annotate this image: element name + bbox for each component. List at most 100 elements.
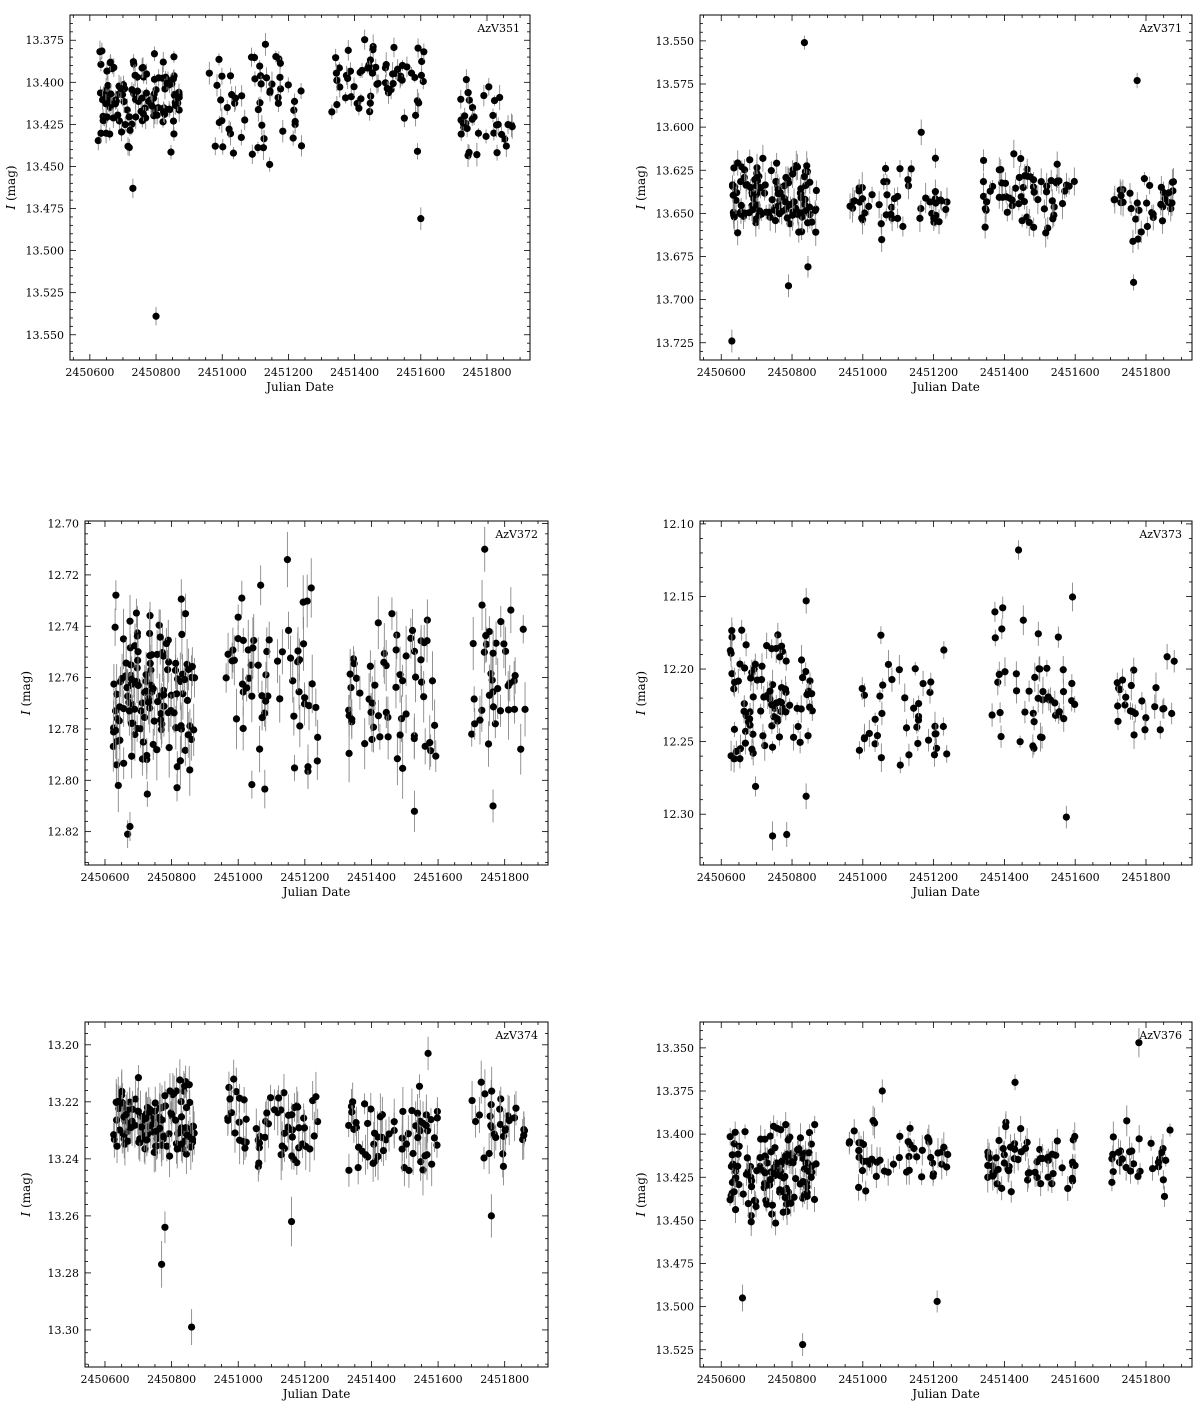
y-tick-label: 12.30: [663, 808, 695, 821]
data-point: [366, 108, 374, 116]
data-point: [730, 164, 738, 172]
data-point: [123, 683, 131, 692]
y-tick-label: 13.28: [48, 1267, 80, 1280]
data-point: [807, 1173, 815, 1181]
data-point: [496, 1105, 504, 1113]
data-point: [877, 754, 885, 762]
data-point: [399, 677, 407, 685]
data-point: [995, 670, 1003, 679]
data-point: [288, 1152, 296, 1160]
data-point: [411, 673, 420, 681]
data-point: [488, 1087, 496, 1095]
x-tick-label: 2450600: [697, 1373, 746, 1386]
data-point: [279, 127, 287, 135]
data-point: [276, 695, 284, 703]
data-point: [410, 734, 418, 743]
data-point: [789, 733, 798, 741]
data-point: [493, 149, 501, 157]
data-point: [741, 209, 749, 217]
data-point: [471, 720, 479, 728]
data-point: [1030, 188, 1038, 196]
y-axis-title: I (mag): [19, 671, 33, 716]
y-tick-label: 12.72: [48, 569, 80, 582]
data-point: [736, 660, 744, 668]
data-point: [1166, 1126, 1174, 1134]
data-point: [113, 761, 121, 769]
data-point: [289, 134, 297, 142]
data-point: [368, 735, 376, 744]
data-point: [410, 647, 419, 655]
data-point: [1005, 1167, 1013, 1175]
data-point: [354, 1163, 362, 1172]
data-point: [1049, 215, 1057, 223]
data-point: [795, 228, 803, 236]
data-point: [1036, 1145, 1044, 1154]
data-point: [465, 96, 473, 104]
data-point: [97, 129, 105, 137]
data-point: [107, 90, 115, 98]
x-tick-label: 2451000: [838, 366, 887, 379]
data-point: [414, 44, 422, 52]
data-point: [766, 687, 774, 695]
data-point: [278, 648, 286, 656]
data-point: [746, 156, 754, 164]
data-point: [746, 715, 754, 723]
data-point: [1038, 1154, 1047, 1163]
x-axis-title: Julian Date: [910, 1387, 980, 1401]
data-point: [998, 625, 1006, 633]
y-tick-label: 13.525: [656, 1344, 695, 1357]
data-point: [812, 186, 820, 195]
data-point: [1135, 1135, 1143, 1143]
data-point: [1019, 183, 1027, 192]
y-tick-label: 12.82: [48, 826, 80, 839]
data-point: [770, 713, 778, 721]
data-point: [1036, 733, 1045, 741]
data-point: [487, 1101, 495, 1109]
data-point: [1015, 200, 1023, 208]
data-point: [726, 1196, 734, 1204]
data-point: [761, 1135, 769, 1143]
data-point: [1143, 222, 1151, 231]
data-point: [125, 113, 133, 121]
data-point: [791, 1174, 800, 1183]
data-point: [225, 125, 233, 133]
data-point: [154, 697, 162, 706]
data-point: [345, 1121, 353, 1130]
data-point: [171, 1116, 180, 1124]
data-point: [786, 220, 794, 228]
y-tick-label: 13.650: [656, 207, 695, 220]
data-point: [260, 135, 268, 143]
data-point: [357, 95, 365, 103]
data-point: [728, 337, 736, 345]
data-point: [1149, 210, 1157, 218]
data-point: [511, 671, 519, 680]
data-point: [902, 724, 911, 732]
data-point: [778, 647, 787, 656]
data-point: [366, 662, 374, 670]
data-point: [917, 128, 925, 136]
data-point: [1037, 1180, 1045, 1188]
data-point: [1059, 666, 1067, 674]
data-point: [142, 70, 151, 78]
data-point: [348, 715, 356, 723]
x-tick-label: 2450800: [147, 1373, 196, 1386]
data-point: [128, 86, 136, 94]
data-point: [400, 114, 408, 122]
data-point: [177, 1113, 186, 1121]
data-point: [333, 100, 341, 109]
data-point: [1159, 1176, 1167, 1184]
data-point: [167, 148, 175, 156]
data-point: [760, 693, 768, 701]
data-point: [783, 830, 791, 839]
data-point: [1130, 731, 1138, 739]
data-point: [802, 207, 810, 215]
data-point: [284, 1111, 293, 1119]
data-point: [930, 214, 938, 223]
data-point: [333, 76, 341, 84]
data-point: [1053, 160, 1061, 168]
data-point: [800, 39, 809, 47]
x-tick-label: 2451600: [1051, 366, 1100, 379]
data-point: [457, 130, 465, 138]
data-point: [173, 1145, 181, 1153]
